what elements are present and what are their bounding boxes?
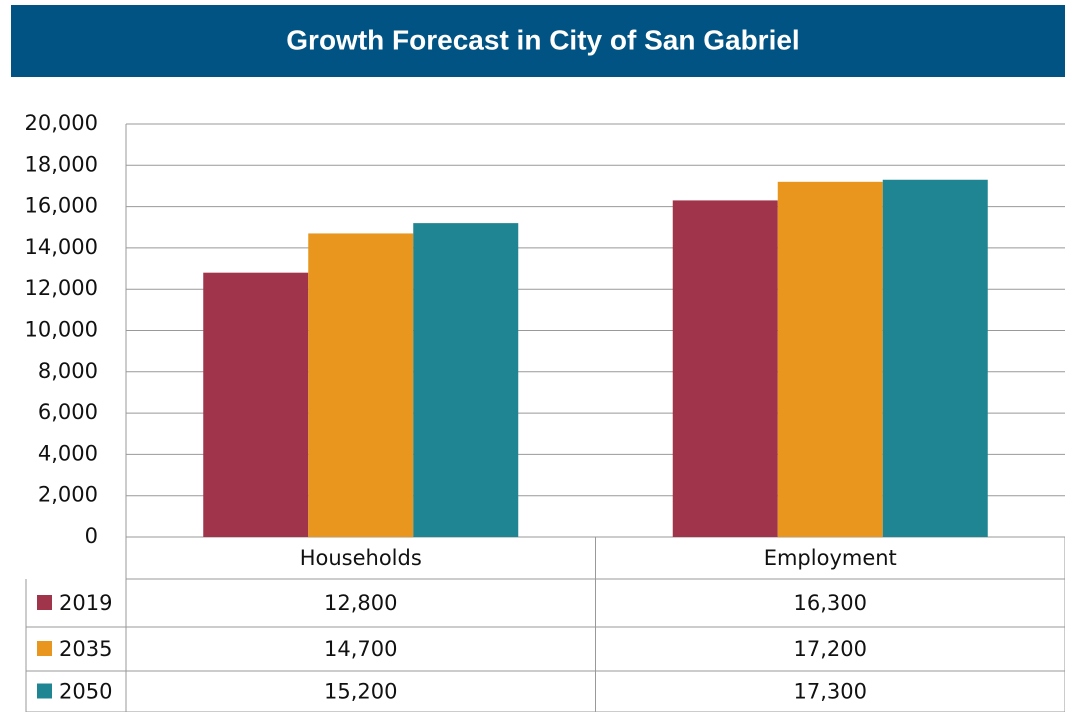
table-value: 14,700 bbox=[324, 637, 397, 661]
y-tick-label: 2,000 bbox=[38, 483, 98, 507]
bar bbox=[308, 233, 414, 537]
category-label: Employment bbox=[764, 546, 897, 570]
y-tick-label: 14,000 bbox=[25, 235, 98, 259]
bar bbox=[672, 200, 778, 537]
y-tick-label: 18,000 bbox=[25, 152, 98, 176]
legend-swatch bbox=[37, 595, 52, 610]
category-label: Households bbox=[300, 546, 422, 570]
y-tick-label: 6,000 bbox=[38, 400, 98, 424]
table-value: 17,200 bbox=[794, 637, 867, 661]
table-value: 17,300 bbox=[794, 680, 867, 704]
table-value: 16,300 bbox=[794, 591, 867, 615]
y-tick-label: 12,000 bbox=[25, 276, 98, 300]
table-value: 15,200 bbox=[324, 680, 397, 704]
legend-label: 2035 bbox=[59, 637, 112, 661]
title-bar bbox=[11, 5, 1065, 77]
legend-label: 2019 bbox=[59, 591, 112, 615]
table-value: 12,800 bbox=[324, 591, 397, 615]
y-tick-label: 20,000 bbox=[25, 111, 98, 135]
bar bbox=[413, 223, 519, 537]
legend-swatch bbox=[37, 683, 52, 699]
bar bbox=[882, 179, 988, 537]
chart-title: Growth Forecast in City of San Gabriel bbox=[286, 24, 799, 55]
legend-swatch bbox=[37, 641, 52, 656]
y-tick-label: 0 bbox=[85, 524, 98, 548]
y-tick-label: 10,000 bbox=[25, 318, 98, 342]
bar bbox=[203, 272, 309, 537]
y-tick-label: 16,000 bbox=[25, 194, 98, 218]
legend-label: 2050 bbox=[59, 680, 112, 704]
y-tick-label: 8,000 bbox=[38, 359, 98, 383]
y-tick-label: 4,000 bbox=[38, 441, 98, 465]
bar bbox=[777, 181, 883, 537]
